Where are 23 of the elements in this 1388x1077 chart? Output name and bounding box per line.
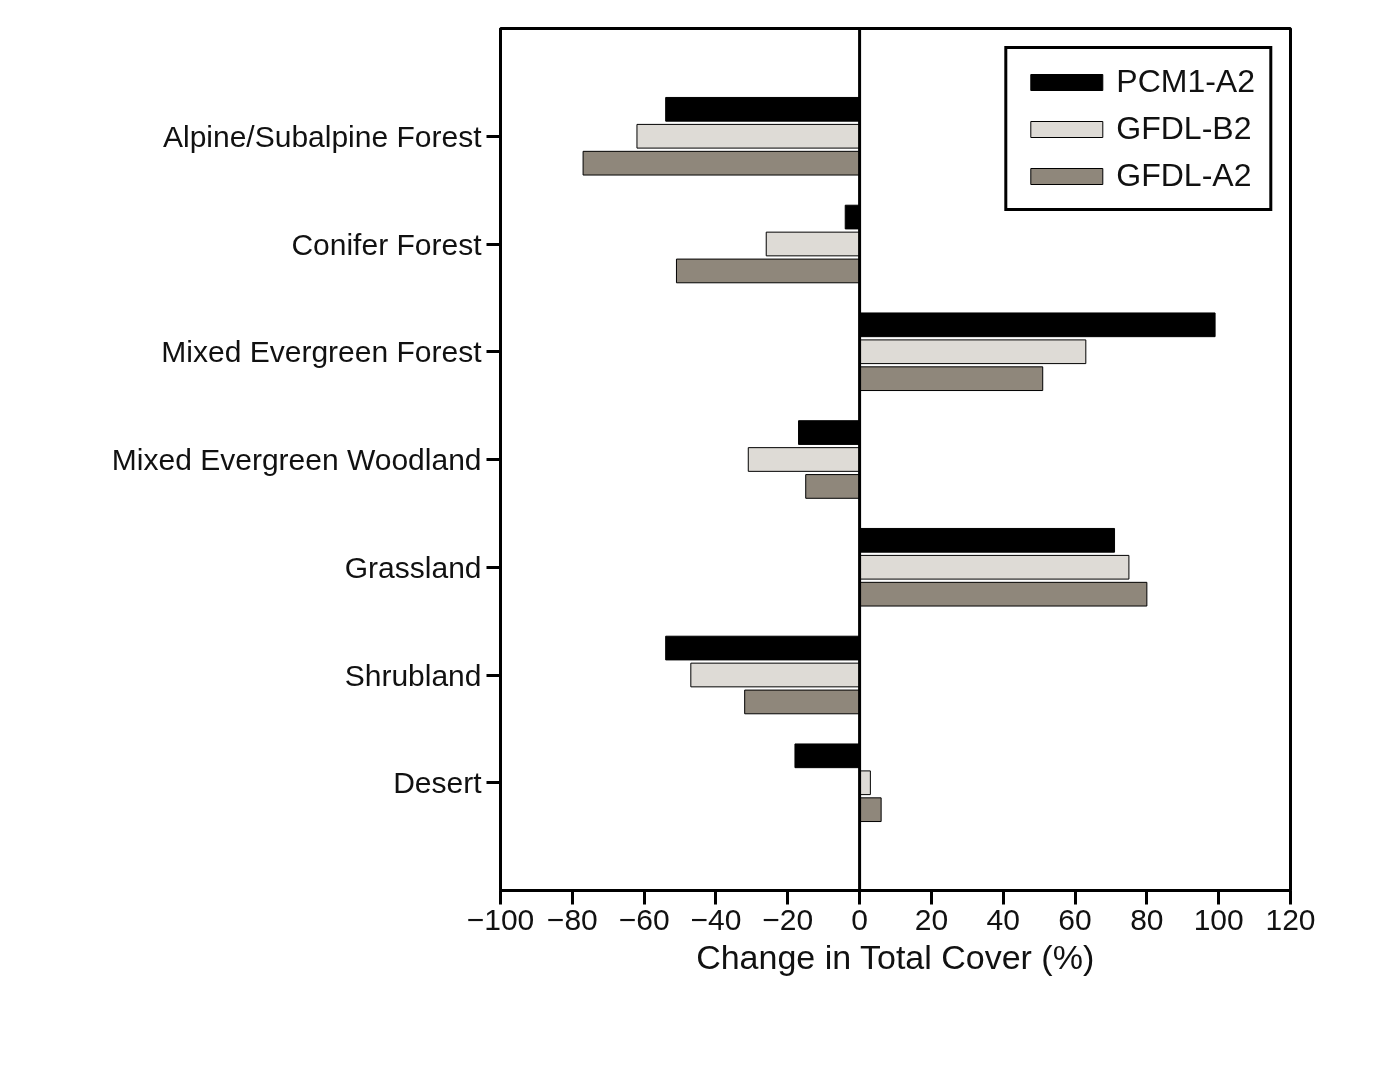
x-tick-label: 20 [914, 902, 949, 936]
y-tick-label: Grassland [344, 550, 482, 584]
x-tick-label: −20 [762, 902, 814, 936]
y-tick-label: Alpine/Subalpine Forest [162, 119, 483, 153]
x-tick-label: 40 [986, 902, 1020, 936]
y-tick-label: Desert [393, 766, 483, 800]
x-tick-label: 0 [851, 902, 868, 936]
x-tick-label: 60 [1058, 902, 1092, 936]
legend-label: GFDL-B2 [1116, 110, 1252, 147]
x-tick-label: 120 [1265, 902, 1316, 936]
x-tick-label: −80 [546, 902, 598, 936]
x-tick-label: −100 [466, 902, 535, 936]
x-tick-label: −60 [618, 902, 670, 936]
legend-label: PCM1-A2 [1116, 63, 1255, 100]
legend-label: GFDL-A2 [1116, 157, 1252, 194]
x-tick-label: −40 [690, 902, 742, 936]
x-tick-label: 80 [1130, 902, 1164, 936]
y-tick-label: Shrubland [344, 658, 482, 692]
y-tick-label: Conifer Forest [291, 227, 483, 261]
x-axis-title: Change in Total Cover (%) [696, 937, 1095, 976]
y-tick-label: Mixed Evergreen Forest [161, 335, 483, 369]
y-tick-label: Mixed Evergreen Woodland [111, 443, 482, 476]
x-tick-label: 100 [1193, 902, 1244, 936]
